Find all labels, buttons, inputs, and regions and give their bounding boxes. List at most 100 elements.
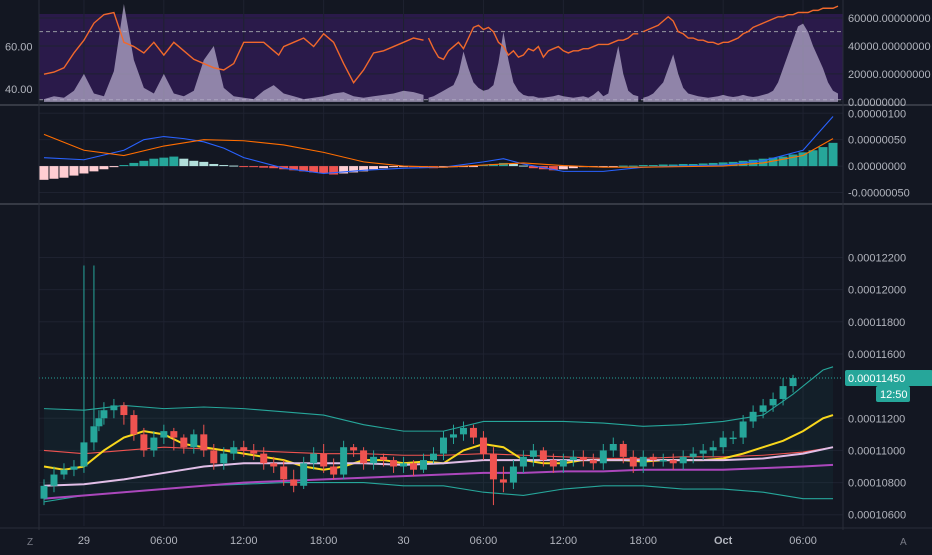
candle-body [420,460,428,470]
macd-histogram-bar [598,166,608,168]
macd-histogram-bar [269,166,279,169]
candle-body [579,456,587,461]
candle-body [270,463,278,467]
price-indicator-line [43,446,834,487]
candle-body [569,456,577,461]
macd-histogram-bar [109,166,119,168]
price-right-tick-label: 0.00012200 [848,252,906,264]
macd-histogram-bar [688,163,698,167]
macd-histogram-bar [219,165,229,167]
macd-histogram-bar [658,164,668,167]
macd-histogram-bar [259,166,269,168]
macd-histogram-bar [528,166,538,169]
candle-body [699,450,707,454]
volume-area-series [643,23,839,102]
candle-body [320,453,328,467]
macd-histogram-bar [129,162,139,167]
time-tick-label: 18:00 [629,535,657,547]
macd-histogram-bar [149,158,159,167]
macd-right-tick-label: -0.00000050 [848,187,910,199]
macd-right-tick-label: 0.00000000 [848,161,906,173]
countdown-label: 12:50 [880,389,908,401]
candle-body [489,453,497,480]
macd-histogram-bar [319,166,329,174]
macd-histogram-bar [558,166,568,170]
macd-histogram-bar [39,166,49,180]
candle-body [609,443,617,451]
candle-body [290,479,298,486]
candle-body [170,431,178,438]
rsi-left-tick-label: 60.00 [5,42,33,54]
macd-histogram-bar [818,147,828,167]
macd-histogram-bar [169,156,179,167]
candle-body [340,447,348,475]
macd-histogram-bar [99,166,109,170]
macd-histogram-bar [289,166,299,171]
macd-histogram-bar [239,166,249,168]
rsi-volume-panel[interactable] [39,4,843,102]
macd-right-tick-label: 0.00000050 [848,135,906,147]
macd-histogram-bar [359,166,369,172]
time-tick-label: 06:00 [150,535,178,547]
macd-histogram-bar [139,160,149,167]
candle-body [60,469,68,475]
candle-body [749,411,757,422]
candle-body [400,463,408,467]
rsi-line-series [427,24,639,61]
macd-histogram-bar [299,166,309,172]
macd-histogram-bar [179,158,189,167]
candle-body [330,466,338,475]
candle-body [370,456,378,464]
price-right-tick-label: 0.00011600 [848,349,905,361]
time-tick-label: 12:00 [230,535,258,547]
candle-body [629,456,637,467]
macd-histogram-bar [119,165,129,167]
macd-histogram-bar [69,166,79,176]
macd-histogram-bar [628,165,638,167]
candle-body [509,466,517,483]
bollinger-fill [43,366,834,502]
macd-right-tick-label: 0.00000100 [848,108,906,120]
price-right-tick-label: 0.00010600 [848,510,906,522]
candle-body [440,437,447,454]
macd-histogram-bar [468,166,478,168]
time-tick-label: 18:00 [310,535,338,547]
macd-histogram-bar [309,166,319,173]
macd-histogram-bar [748,159,758,167]
corner-right-label[interactable]: A [900,537,907,548]
macd-histogram-bar [189,160,199,167]
candle-body [180,437,188,448]
macd-histogram-bar [648,165,658,167]
candle-body [230,447,238,454]
macd-histogram-bar [718,162,728,167]
price-right-tick-label: 0.00011200 [848,413,905,425]
candle-body [649,456,657,461]
macd-histogram-bar [768,157,778,167]
volume-area-series [43,4,424,102]
corner-left-label: Z [27,537,33,548]
candle-body [589,460,597,464]
candle-body [659,460,667,462]
macd-histogram-bar [788,154,798,167]
macd-histogram-bar [518,165,528,167]
candle-body [40,485,48,499]
candle-body [599,450,607,464]
time-tick-label: 30 [397,535,409,547]
macd-histogram-bar [618,165,628,167]
rsi-line-series [642,5,839,46]
macd-histogram-bar [249,166,259,168]
volume-right-tick-label: 40000.00000000 [848,41,931,53]
price-right-tick-label: 0.00011000 [848,445,905,457]
macd-histogram-bar [808,150,818,167]
macd-panel[interactable] [39,116,838,180]
candle-body [360,450,368,464]
candle-body [200,434,208,451]
price-panel[interactable] [39,0,843,506]
candle-body [479,437,487,454]
macd-histogram-bar [389,166,399,168]
macd-histogram-bar [49,166,59,179]
price-right-tick-label: 0.00011800 [848,317,905,329]
